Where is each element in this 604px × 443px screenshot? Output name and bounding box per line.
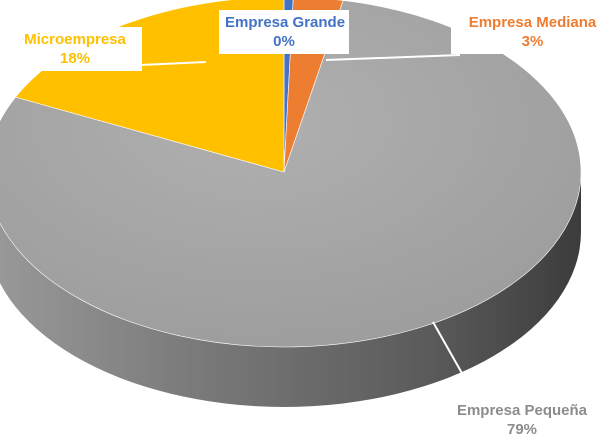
- label-empresa-grande-category: Empresa Grande: [225, 14, 346, 31]
- label-empresa-grande-percent: 0%: [273, 33, 295, 50]
- label-empresa-mediana-percent: 3%: [521, 33, 544, 50]
- label-microempresa-category: Microempresa: [24, 31, 126, 48]
- leader-line-empresa-mediana: [325, 54, 461, 61]
- label-empresa-mediana: Empresa Mediana 3%: [451, 10, 604, 54]
- label-empresa-pequena-category: Empresa Pequeña: [456, 402, 588, 419]
- label-empresa-pequena: Empresa Pequeña 79%: [440, 398, 604, 442]
- label-microempresa-percent: 18%: [59, 50, 91, 67]
- leader-line-empresa-pequena: [432, 321, 477, 399]
- pie-slice-microempresa: [15, 0, 285, 173]
- leader-line-microempresa: [139, 61, 207, 66]
- pie-side-wall: [0, 172, 581, 407]
- label-empresa-mediana-category: Empresa Mediana: [468, 14, 597, 31]
- label-empresa-pequena-percent: 79%: [506, 421, 538, 438]
- label-microempresa: Microempresa 18%: [8, 27, 142, 71]
- label-empresa-grande: Empresa Grande 0%: [219, 10, 349, 54]
- pie-slice-empresa-pequena: [0, 0, 582, 348]
